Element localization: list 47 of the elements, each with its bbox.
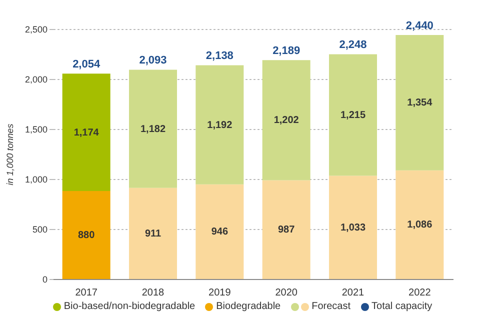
legend-label: Biodegradable — [216, 301, 281, 312]
bar — [396, 170, 444, 279]
data-label: 1,215 — [340, 110, 366, 121]
bar — [262, 180, 310, 279]
y-tick-label: 1,500 — [24, 124, 48, 134]
x-tick-label: 2018 — [142, 288, 165, 298]
x-tick-label: 2019 — [208, 288, 232, 298]
data-label: 1,174 — [74, 127, 100, 138]
y-tick-label: 0 — [42, 274, 48, 284]
data-label: 880 — [78, 230, 96, 241]
bar — [62, 191, 110, 279]
y-tick-label: 1,000 — [24, 174, 48, 184]
data-label: 1,354 — [407, 98, 433, 109]
total-label: 2,138 — [206, 50, 234, 62]
bar — [129, 188, 177, 279]
bar — [329, 176, 377, 279]
bar — [129, 70, 177, 188]
total-label: 2,189 — [272, 45, 300, 58]
x-tick-label: 2022 — [408, 288, 432, 298]
data-label: 1,192 — [207, 120, 233, 131]
bar — [329, 54, 377, 176]
bar — [396, 35, 444, 170]
data-label: 946 — [211, 226, 228, 238]
bar — [262, 60, 310, 180]
total-label: 2,440 — [406, 20, 434, 32]
x-tick-label: 2020 — [275, 288, 298, 298]
total-label: 2,093 — [139, 54, 167, 67]
y-tick-label: 2,500 — [24, 24, 48, 34]
data-label: 911 — [144, 228, 162, 240]
bar — [196, 65, 244, 184]
bar — [196, 184, 244, 279]
text: Forecast — [312, 301, 351, 312]
x-tick-label: 2017 — [75, 288, 98, 298]
total-label: 2,054 — [72, 58, 101, 71]
text: Total capacity — [372, 301, 432, 312]
data-label: 1,202 — [274, 115, 300, 126]
y-tick-label: 2,000 — [24, 74, 48, 84]
total-label: 2,248 — [339, 39, 367, 52]
x-tick-label: 2021 — [342, 288, 365, 298]
bar — [62, 74, 110, 191]
y-axis-title: in 1,000 tonnes — [4, 123, 15, 186]
data-label: 1,086 — [407, 220, 433, 231]
y-tick-label: 500 — [32, 224, 48, 234]
data-label: 1,182 — [140, 124, 166, 135]
data-label: 987 — [278, 224, 296, 236]
data-label: 1,033 — [340, 222, 366, 234]
legend-label: Bio-based/non-biodegradable — [64, 301, 196, 312]
